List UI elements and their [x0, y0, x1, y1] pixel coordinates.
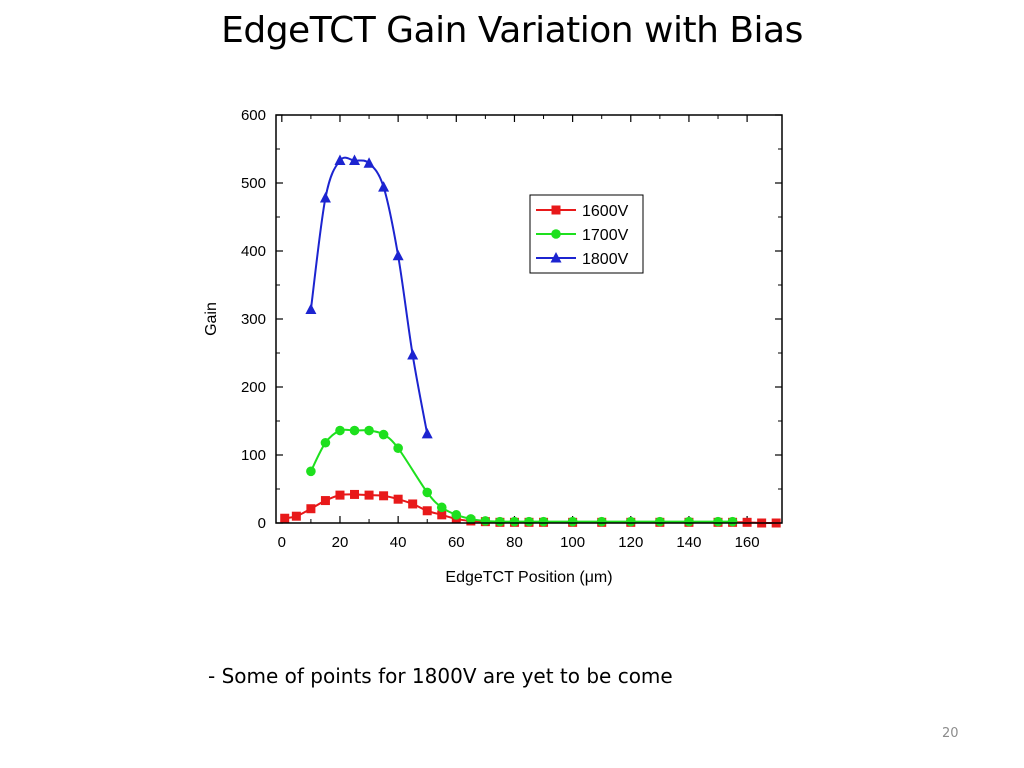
data-point	[378, 181, 390, 192]
data-point	[436, 502, 447, 513]
data-point	[320, 496, 330, 506]
data-point	[392, 249, 404, 261]
x-tick-label: 0	[278, 534, 286, 551]
legend-marker	[551, 205, 561, 215]
data-point	[291, 511, 301, 521]
y-tick-label: 200	[241, 379, 266, 396]
data-point	[334, 154, 346, 166]
x-tick-label: 80	[506, 534, 523, 551]
data-point	[567, 516, 578, 527]
legend-label: 1700V	[582, 227, 629, 244]
y-axis-label: Gain	[203, 302, 220, 336]
axis-ticks: 0 20 40 60 80 100 120 140 160 0 100 200 300 400 500 600	[241, 107, 782, 551]
legend-item: 1800V	[536, 251, 629, 268]
legend-label: 1600V	[582, 203, 629, 220]
data-point	[422, 506, 432, 516]
data-point	[319, 191, 331, 203]
x-tick-label: 40	[390, 534, 407, 551]
plot-frame	[275, 114, 783, 524]
data-point	[480, 516, 491, 526]
x-tick-label: 140	[676, 534, 701, 551]
data-point	[349, 154, 361, 166]
data-point	[364, 490, 374, 500]
data-point	[280, 513, 290, 523]
x-tick-label: 120	[618, 534, 643, 551]
data-point	[727, 516, 738, 527]
series-line	[310, 428, 733, 523]
data-point	[393, 443, 403, 454]
data-point	[379, 491, 389, 501]
data-point	[335, 425, 345, 436]
x-tick-label: 160	[735, 534, 760, 551]
data-point	[451, 510, 462, 520]
data-point	[422, 487, 433, 498]
data-point	[509, 516, 520, 527]
data-point	[495, 516, 505, 527]
data-point	[378, 429, 389, 440]
data-point	[466, 514, 476, 524]
y-tick-label: 500	[241, 175, 266, 192]
data-point	[408, 499, 418, 509]
gain-chart: 0 20 40 60 80 100 120 140 160 0 100 200 300 400 500 600…	[203, 107, 783, 586]
data-point	[713, 516, 723, 527]
y-tick-label: 0	[258, 515, 266, 532]
data-point	[350, 489, 360, 499]
y-tick-label: 300	[241, 311, 266, 328]
data-point	[437, 510, 447, 520]
series-1700V	[306, 425, 738, 527]
data-point	[306, 504, 316, 514]
data-point	[335, 490, 345, 500]
data-point	[655, 516, 665, 527]
data-point	[596, 516, 607, 527]
slide-note: - Some of points for 1800V are yet to be…	[208, 664, 673, 688]
data-point	[625, 516, 636, 527]
data-point	[306, 466, 316, 477]
slide-title: EdgeTCT Gain Variation with Bias	[221, 10, 803, 51]
data-point	[393, 494, 403, 504]
legend-item: 1600V	[536, 203, 629, 220]
data-point	[363, 157, 375, 168]
x-tick-label: 60	[448, 534, 465, 551]
data-point	[407, 349, 419, 360]
data-point	[364, 425, 374, 436]
data-point	[684, 516, 694, 527]
y-tick-label: 600	[241, 107, 266, 124]
legend-marker	[551, 229, 561, 239]
data-point	[305, 303, 317, 314]
x-tick-label: 100	[560, 534, 585, 551]
data-point	[538, 516, 549, 527]
data-point	[524, 516, 534, 527]
legend-item: 1700V	[536, 227, 629, 244]
y-tick-label: 100	[241, 447, 266, 464]
data-point	[320, 437, 331, 448]
data-point	[421, 427, 433, 439]
y-tick-label: 400	[241, 243, 266, 260]
legend-marker	[550, 252, 562, 263]
x-tick-label: 20	[332, 534, 349, 551]
legend-label: 1800V	[582, 251, 629, 268]
series-1800V	[305, 154, 433, 439]
legend: 1600V 1700V 1800V	[529, 194, 644, 274]
x-axis-label: EdgeTCT Position (μm)	[445, 569, 612, 586]
page-number: 20	[942, 726, 959, 741]
data-point	[349, 425, 360, 436]
